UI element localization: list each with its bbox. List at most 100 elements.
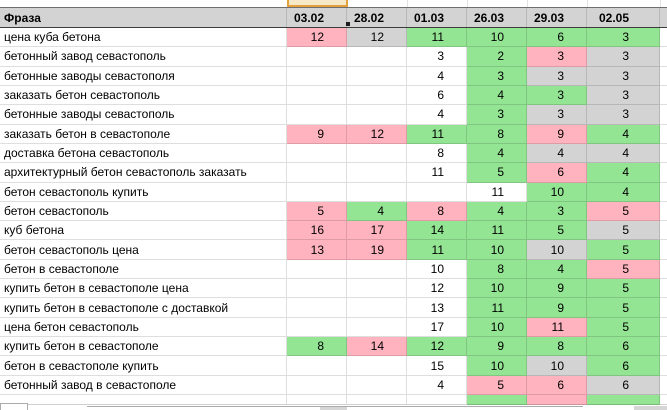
value-cell[interactable]: 8 — [407, 143, 467, 164]
date-column-header-2[interactable]: 28.02 — [347, 8, 407, 27]
phrase-cell[interactable] — [0, 395, 287, 405]
phrase-cell[interactable]: бетон севастополь купить — [0, 182, 287, 202]
value-cell[interactable]: 3 — [587, 105, 660, 125]
value-cell[interactable]: 11 — [527, 317, 587, 338]
value-cell[interactable]: 8 — [467, 259, 527, 280]
value-cell[interactable]: 4 — [467, 201, 527, 222]
phrase-cell[interactable]: бетон в севастополе купить — [0, 356, 287, 376]
value-cell[interactable]: 10 — [527, 356, 587, 376]
value-cell[interactable]: 13 — [287, 240, 347, 260]
value-cell[interactable]: 3 — [527, 201, 587, 222]
value-cell[interactable]: 9 — [527, 124, 587, 144]
value-cell[interactable]: 11 — [407, 163, 467, 183]
value-cell[interactable] — [347, 143, 407, 164]
value-cell[interactable]: 9 — [527, 279, 587, 299]
value-cell[interactable]: 3 — [527, 66, 587, 86]
phrase-cell[interactable]: бетонный завод севастополь — [0, 47, 287, 67]
value-cell[interactable]: 3 — [587, 47, 660, 67]
value-cell[interactable]: 5 — [587, 201, 660, 222]
value-cell[interactable]: 3 — [527, 47, 587, 67]
value-cell[interactable]: 6 — [527, 375, 587, 395]
value-cell[interactable] — [347, 259, 407, 280]
value-cell[interactable] — [287, 143, 347, 164]
date-column-header-6[interactable]: 02.05 — [587, 8, 660, 27]
value-cell[interactable]: 3 — [587, 66, 660, 86]
value-cell[interactable] — [407, 395, 467, 405]
value-cell[interactable]: 13 — [407, 298, 467, 318]
phrase-cell[interactable]: купить бетон в севастополе с доставкой — [0, 298, 287, 318]
value-cell[interactable]: 4 — [407, 375, 467, 395]
value-cell[interactable] — [287, 182, 347, 202]
value-cell[interactable]: 14 — [347, 337, 407, 357]
value-cell[interactable]: 3 — [587, 85, 660, 106]
value-cell[interactable]: 6 — [587, 337, 660, 357]
value-cell[interactable] — [347, 317, 407, 338]
value-cell[interactable]: 16 — [287, 221, 347, 241]
value-cell[interactable]: 17 — [347, 221, 407, 241]
value-cell[interactable]: 11 — [407, 124, 467, 144]
value-cell[interactable]: 8 — [527, 337, 587, 357]
value-cell[interactable]: 12 — [347, 124, 407, 144]
value-cell[interactable]: 11 — [407, 28, 467, 48]
value-cell[interactable] — [287, 279, 347, 299]
value-cell[interactable]: 6 — [587, 375, 660, 395]
value-cell[interactable] — [287, 395, 347, 405]
value-cell[interactable]: 5 — [587, 317, 660, 338]
value-cell[interactable]: 17 — [407, 317, 467, 338]
value-cell[interactable]: 9 — [467, 337, 527, 357]
value-cell[interactable]: 10 — [467, 28, 527, 48]
value-cell[interactable]: 10 — [467, 279, 527, 299]
phrase-cell[interactable]: заказать бетон в севастополе — [0, 124, 287, 144]
phrase-cell[interactable]: купить бетон в севастополе — [0, 337, 287, 357]
value-cell[interactable] — [347, 395, 407, 405]
phrase-cell[interactable]: цена куба бетона — [0, 28, 287, 48]
value-cell[interactable]: 3 — [467, 105, 527, 125]
value-cell[interactable] — [287, 317, 347, 338]
value-cell[interactable]: 6 — [527, 28, 587, 48]
value-cell[interactable]: 5 — [527, 221, 587, 241]
value-cell[interactable] — [347, 163, 407, 183]
value-cell[interactable]: 14 — [407, 221, 467, 241]
value-cell[interactable] — [347, 182, 407, 202]
value-cell[interactable]: 10 — [467, 317, 527, 338]
phrase-column-header[interactable]: Фраза — [0, 8, 287, 27]
value-cell[interactable] — [467, 395, 527, 405]
phrase-cell[interactable]: куб бетона — [0, 221, 287, 241]
value-cell[interactable]: 4 — [347, 201, 407, 222]
selected-cell-indicator[interactable] — [287, 0, 348, 7]
value-cell[interactable]: 5 — [287, 201, 347, 222]
value-cell[interactable] — [587, 395, 660, 405]
value-cell[interactable]: 10 — [407, 259, 467, 280]
value-cell[interactable]: 12 — [287, 28, 347, 48]
value-cell[interactable] — [287, 66, 347, 86]
value-cell[interactable]: 4 — [407, 105, 467, 125]
value-cell[interactable] — [287, 105, 347, 125]
date-column-header-1[interactable]: 03.02 — [287, 8, 347, 27]
value-cell[interactable]: 4 — [587, 182, 660, 202]
value-cell[interactable] — [347, 356, 407, 376]
value-cell[interactable]: 8 — [407, 201, 467, 222]
value-cell[interactable]: 5 — [467, 375, 527, 395]
value-cell[interactable] — [287, 375, 347, 395]
value-cell[interactable]: 4 — [467, 85, 527, 106]
value-cell[interactable]: 9 — [527, 298, 587, 318]
value-cell[interactable]: 3 — [407, 47, 467, 67]
value-cell[interactable]: 12 — [347, 28, 407, 48]
value-cell[interactable] — [287, 47, 347, 67]
value-cell[interactable] — [287, 298, 347, 318]
phrase-cell[interactable]: бетон в севастополе — [0, 259, 287, 280]
value-cell[interactable]: 5 — [587, 279, 660, 299]
value-cell[interactable]: 5 — [467, 163, 527, 183]
value-cell[interactable]: 2 — [467, 47, 527, 67]
value-cell[interactable]: 9 — [287, 124, 347, 144]
phrase-cell[interactable]: архитектурный бетон севастополь заказать — [0, 163, 287, 183]
value-cell[interactable]: 6 — [527, 163, 587, 183]
value-cell[interactable] — [287, 163, 347, 183]
phrase-cell[interactable]: заказать бетон севастополь — [0, 85, 287, 106]
value-cell[interactable]: 11 — [467, 298, 527, 318]
value-cell[interactable]: 4 — [587, 163, 660, 183]
value-cell[interactable]: 10 — [527, 182, 587, 202]
value-cell[interactable]: 3 — [587, 28, 660, 48]
value-cell[interactable]: 12 — [407, 337, 467, 357]
value-cell[interactable] — [347, 85, 407, 106]
